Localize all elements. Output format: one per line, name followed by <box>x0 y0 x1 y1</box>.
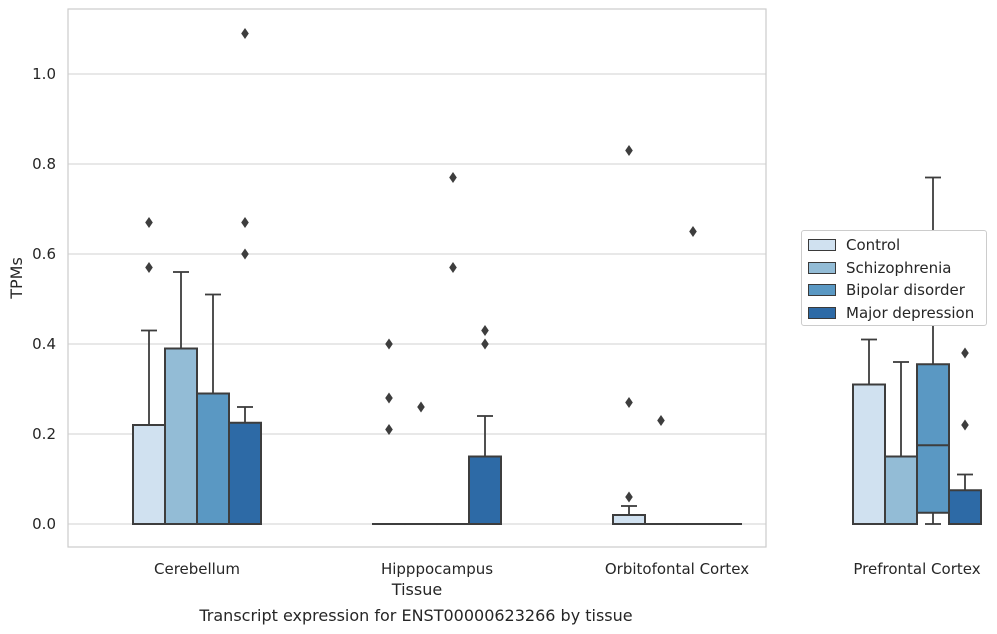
legend-swatch <box>808 306 836 319</box>
outlier-point <box>241 217 249 228</box>
legend-swatch <box>808 239 836 251</box>
legend-item: Bipolar disorder <box>808 280 965 300</box>
box-iqr <box>948 489 982 525</box>
outlier-point <box>241 28 249 39</box>
x-tick-label: Orbitofontal Cortex <box>605 560 749 578</box>
box-iqr <box>228 421 262 525</box>
y-tick-label: 0.4 <box>32 335 56 353</box>
box-control-orbitofontal-cortex <box>612 145 646 525</box>
outlier-point <box>625 491 633 503</box>
outlier-point <box>385 424 393 435</box>
outlier-point <box>657 415 665 426</box>
box-iqr <box>884 455 918 525</box>
x-tick-labels: Cerebellum Hipppocampus Orbitofontal Corte… <box>154 560 981 578</box>
legend-label: Control <box>846 236 901 254</box>
box-iqr <box>196 392 230 525</box>
box-bipolar-disorder-cerebellum <box>196 293 230 525</box>
box-iqr <box>468 455 502 525</box>
x-axis-label: Tissue <box>391 580 442 599</box>
box-schizophrenia-prefrontal-cortex <box>884 361 918 525</box>
outlier-point <box>961 419 969 431</box>
legend-item: Schizophrenia <box>808 258 951 278</box>
y-tick-label: 0.8 <box>32 155 56 173</box>
outlier-point <box>481 325 489 336</box>
box-major-depression-prefrontal-cortex <box>948 347 982 525</box>
outlier-point <box>417 401 425 413</box>
outlier-point <box>145 217 153 228</box>
boxes <box>132 28 982 526</box>
y-tick-label: 0.2 <box>32 425 56 443</box>
box-major-depression-hipppocampus <box>468 325 502 525</box>
box-iqr <box>132 424 166 525</box>
y-tick-labels: 0.0 0.2 0.4 0.6 0.8 1.0 <box>32 65 56 533</box>
box-major-depression-cerebellum <box>228 28 262 525</box>
box-iqr <box>852 383 886 525</box>
box-control-cerebellum <box>132 217 166 525</box>
outlier-point <box>241 248 249 260</box>
outlier-point <box>449 262 457 273</box>
outlier-point <box>449 172 457 183</box>
outlier-point <box>625 145 633 156</box>
box-bipolar-disorder-orbitofontal-cortex <box>676 226 710 526</box>
legend-swatch <box>808 284 836 296</box>
box-schizophrenia-cerebellum <box>164 271 198 525</box>
outlier-point <box>145 262 153 273</box>
legend-label: Major depression <box>846 303 975 322</box>
x-tick-label: Cerebellum <box>154 560 240 578</box>
outlier-point <box>961 347 969 359</box>
outlier-point <box>481 338 489 350</box>
outlier-point <box>385 338 393 350</box>
outlier-point <box>625 397 633 408</box>
legend-label: Bipolar disorder <box>846 281 965 299</box>
outlier-point <box>689 226 697 237</box>
box-iqr <box>612 514 646 525</box>
legend-item: Control <box>808 235 900 255</box>
box-iqr <box>164 347 198 525</box>
box-schizophrenia-orbitofontal-cortex <box>644 415 678 526</box>
y-tick-label: 1.0 <box>32 65 56 83</box>
x-tick-label: Hipppocampus <box>381 560 493 578</box>
y-tick-label: 0.6 <box>32 245 56 263</box>
box-schizophrenia-hipppocampus <box>404 401 438 526</box>
legend-item: Major depression <box>808 303 974 323</box>
plot-area-frame <box>67 8 767 548</box>
box-bipolar-disorder-prefrontal-cortex <box>916 176 950 525</box>
box-iqr <box>916 363 950 514</box>
legend-label: Schizophrenia <box>846 258 952 277</box>
x-tick-label: Prefrontal Cortex <box>853 560 980 578</box>
y-tick-label: 0.0 <box>32 515 56 533</box>
legend-swatch <box>808 261 836 274</box>
box-control-hipppocampus <box>372 338 406 526</box>
outlier-point <box>385 392 393 404</box>
box-control-prefrontal-cortex <box>852 338 886 525</box>
legend: Control Schizophrenia Bipolar disorder Majo… <box>801 230 987 326</box>
y-axis-label: TPMs <box>7 257 26 300</box>
chart-caption: Transcript expression for ENST0000062326… <box>199 606 633 625</box>
box-bipolar-disorder-hipppocampus <box>436 172 470 526</box>
